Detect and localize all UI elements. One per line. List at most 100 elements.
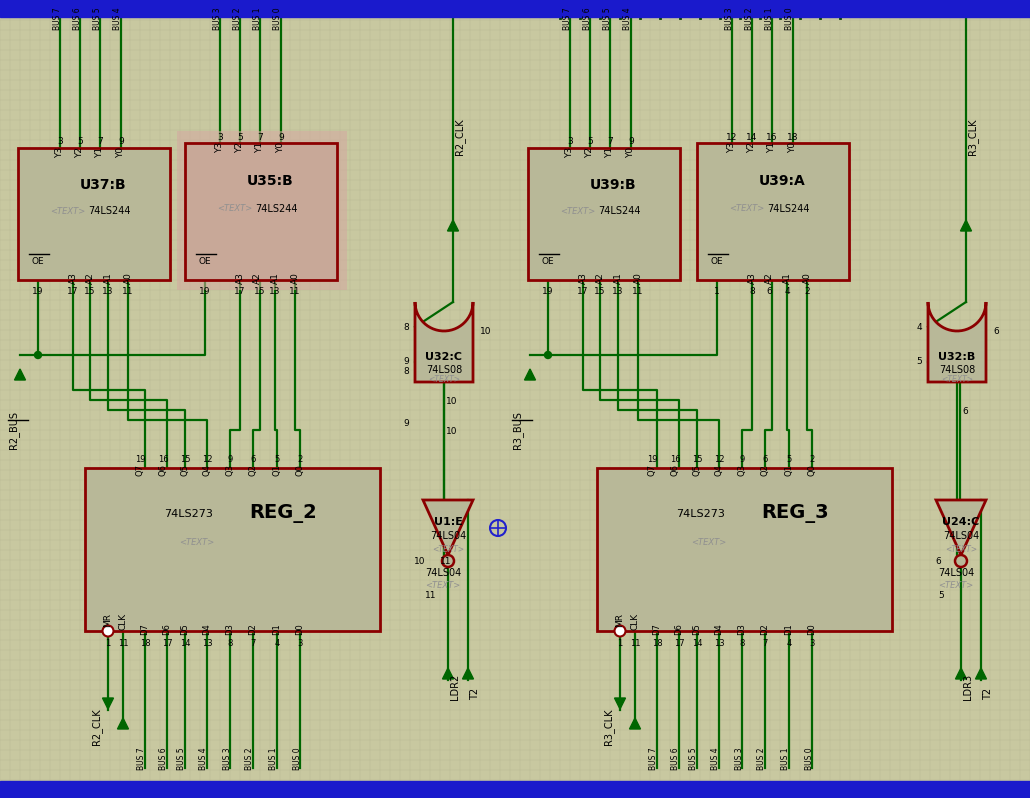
Text: 11: 11: [632, 287, 644, 297]
Text: Q1: Q1: [785, 464, 793, 476]
Text: 5: 5: [587, 137, 593, 147]
Text: BUS 4: BUS 4: [712, 748, 721, 770]
Text: D0: D0: [296, 623, 305, 634]
Text: 4: 4: [274, 638, 279, 647]
Polygon shape: [14, 369, 26, 380]
Text: <TEXT>: <TEXT>: [432, 544, 465, 554]
Text: Y2: Y2: [585, 147, 594, 158]
Text: 19: 19: [647, 456, 657, 464]
Text: BUS 0: BUS 0: [274, 7, 282, 30]
Circle shape: [615, 626, 625, 637]
Text: 3: 3: [810, 638, 815, 647]
Text: 1: 1: [105, 638, 110, 647]
Text: 12: 12: [726, 132, 737, 141]
Text: BUS 3: BUS 3: [734, 748, 744, 770]
Text: Y0: Y0: [626, 147, 636, 158]
Text: 1: 1: [714, 287, 720, 297]
Text: R3_CLK: R3_CLK: [604, 709, 615, 745]
Text: Q7: Q7: [136, 464, 144, 476]
Text: 19: 19: [199, 287, 211, 297]
Text: 74LS244: 74LS244: [598, 207, 641, 216]
Text: 9: 9: [228, 456, 233, 464]
Text: 9: 9: [740, 456, 745, 464]
Text: BUS 5: BUS 5: [93, 7, 102, 30]
Text: <TEXT>: <TEXT>: [938, 580, 973, 590]
Circle shape: [103, 626, 113, 637]
Text: 13: 13: [612, 287, 624, 297]
Text: A3: A3: [579, 272, 587, 284]
Polygon shape: [629, 718, 641, 729]
Text: BUS 7: BUS 7: [650, 748, 658, 770]
Text: BUS 1: BUS 1: [764, 7, 774, 30]
Text: A1: A1: [783, 272, 791, 284]
Text: LDR3: LDR3: [963, 674, 973, 700]
Text: 6: 6: [250, 456, 255, 464]
Text: 9: 9: [404, 420, 409, 429]
Text: BUS 0: BUS 0: [786, 7, 794, 30]
Text: U1:E: U1:E: [434, 517, 462, 527]
Text: OE: OE: [32, 258, 44, 267]
Text: MR: MR: [616, 613, 624, 627]
Text: 74LS04: 74LS04: [942, 531, 980, 541]
Text: D4: D4: [715, 623, 723, 634]
Text: 2: 2: [810, 456, 815, 464]
Bar: [0, 781, 1030, 798]
Text: 4: 4: [917, 322, 922, 331]
Text: BUS 2: BUS 2: [245, 748, 254, 770]
Text: 16: 16: [766, 132, 778, 141]
Text: Y2: Y2: [748, 142, 756, 153]
Text: 6: 6: [935, 558, 940, 567]
Text: 4: 4: [786, 638, 792, 647]
Circle shape: [545, 351, 551, 358]
Text: 7: 7: [607, 137, 613, 147]
Text: 3: 3: [217, 132, 222, 141]
Text: 3: 3: [57, 137, 63, 147]
Text: Q6: Q6: [671, 464, 680, 476]
Circle shape: [955, 555, 967, 567]
Text: MR: MR: [103, 613, 112, 627]
Text: 17: 17: [162, 638, 172, 647]
Text: BUS 1: BUS 1: [782, 748, 790, 770]
Text: U39:A: U39:A: [759, 174, 805, 188]
Text: A2: A2: [252, 272, 262, 284]
Text: 7: 7: [258, 132, 263, 141]
Text: BUS 2: BUS 2: [745, 7, 754, 30]
Text: A1: A1: [103, 272, 112, 284]
Text: 19: 19: [32, 287, 43, 297]
Text: R3_CLK: R3_CLK: [967, 118, 978, 155]
Text: R2_CLK: R2_CLK: [92, 709, 102, 745]
Text: 74LS04: 74LS04: [938, 568, 974, 578]
Text: 5: 5: [237, 132, 243, 141]
Text: 74LS08: 74LS08: [425, 365, 462, 375]
Text: 74LS244: 74LS244: [88, 207, 131, 216]
Text: 74LS04: 74LS04: [425, 568, 461, 578]
Text: Q5: Q5: [180, 464, 190, 476]
Text: BUS 7: BUS 7: [137, 748, 146, 770]
Text: Y3: Y3: [56, 147, 65, 158]
Text: T2: T2: [983, 688, 993, 700]
Text: 1: 1: [617, 638, 622, 647]
Text: BUS 3: BUS 3: [222, 748, 232, 770]
Polygon shape: [615, 698, 625, 709]
Text: D3: D3: [737, 623, 747, 635]
Text: <TEXT>: <TEXT>: [50, 207, 85, 216]
Bar: [85, 468, 380, 631]
Text: Q0: Q0: [808, 464, 817, 476]
Text: A1: A1: [614, 272, 622, 284]
Bar: [528, 148, 680, 280]
Text: 18: 18: [787, 132, 798, 141]
Text: BUS 1: BUS 1: [270, 748, 278, 770]
Text: 74LS08: 74LS08: [939, 365, 975, 375]
Text: 2: 2: [298, 456, 303, 464]
Text: 15: 15: [594, 287, 606, 297]
Text: BUS 0: BUS 0: [293, 748, 302, 770]
Text: 12: 12: [714, 456, 724, 464]
Text: <TEXT>: <TEXT>: [945, 544, 977, 554]
Text: CLK: CLK: [630, 613, 640, 630]
Text: A0: A0: [633, 272, 643, 284]
Polygon shape: [117, 718, 129, 729]
Circle shape: [442, 555, 454, 567]
Text: REG_2: REG_2: [249, 504, 316, 523]
Text: 9: 9: [404, 358, 409, 366]
Text: 5: 5: [77, 137, 82, 147]
